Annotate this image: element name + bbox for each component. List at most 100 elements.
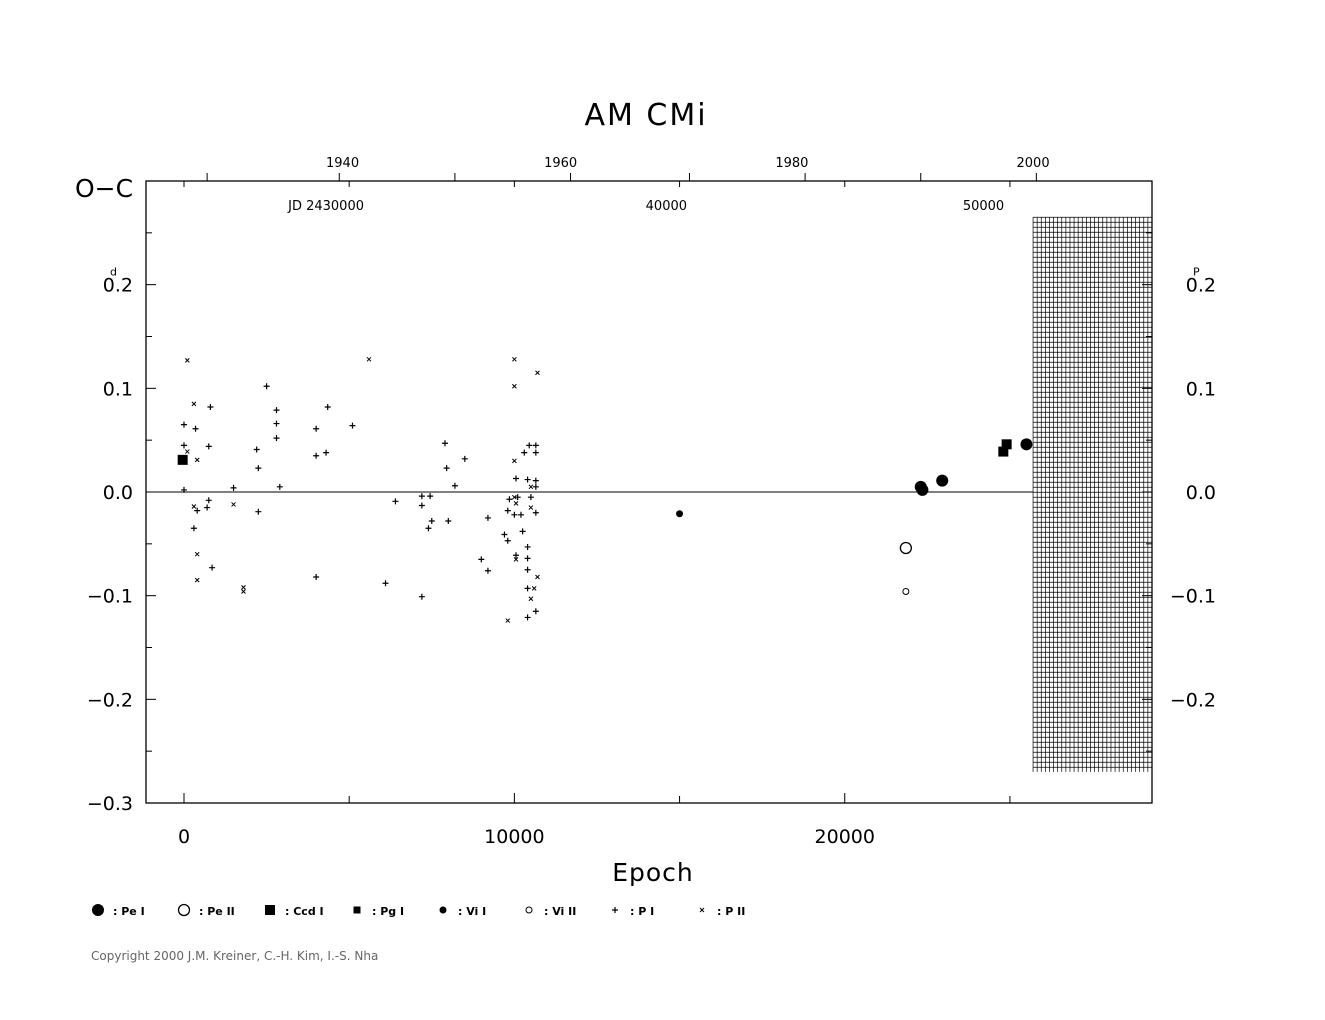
data-point (513, 557, 519, 562)
legend-label: : Pe II (199, 905, 235, 918)
data-point (478, 556, 485, 563)
data-point (192, 425, 199, 432)
data-point (418, 593, 425, 600)
data-point (180, 486, 187, 493)
data-point (916, 483, 929, 496)
jd-label: 50000 (963, 199, 1004, 214)
y-tick-label-right: −0.1 (1170, 586, 1216, 608)
data-point (425, 525, 432, 532)
data-point (532, 483, 539, 490)
legend-label: : Vi I (458, 905, 486, 918)
data-point (514, 494, 521, 501)
legend-label: : Vi II (544, 905, 576, 918)
data-point (936, 474, 949, 487)
data-point (532, 509, 539, 516)
data-point (443, 465, 450, 472)
jd-label: JD 2430000 (287, 199, 364, 214)
data-point (392, 498, 399, 505)
data-point (177, 454, 188, 465)
y-tick-label-left: −0.2 (87, 689, 133, 711)
data-point (512, 356, 517, 362)
data-point (528, 596, 534, 602)
data-point (512, 458, 517, 464)
year-label: 1980 (775, 156, 808, 171)
y-unit-right: P (1193, 266, 1200, 279)
data-points (177, 356, 1033, 623)
data-point (676, 510, 684, 518)
data-point (512, 383, 517, 389)
data-point (255, 465, 262, 472)
data-point (504, 507, 511, 514)
data-point (418, 493, 425, 500)
data-point (532, 477, 539, 484)
data-point (194, 457, 200, 463)
data-point (231, 502, 236, 507)
data-point (241, 589, 246, 594)
year-label: 1960 (544, 156, 577, 171)
data-point (323, 449, 330, 456)
axis-ticks (146, 173, 1152, 804)
y-unit-left: d (110, 266, 117, 279)
data-point (273, 435, 280, 442)
data-point (899, 541, 913, 555)
y-tick-label-left: 0.1 (103, 378, 133, 400)
y-tick-label-right: 0.2 (1186, 275, 1216, 297)
data-point (263, 383, 270, 390)
data-point (191, 401, 197, 407)
x-tick-label: 10000 (484, 826, 544, 848)
y-tick-label-left: 0.0 (103, 482, 133, 504)
data-point (535, 370, 540, 376)
data-point (532, 608, 539, 615)
legend-marker (699, 907, 705, 913)
data-point (207, 403, 214, 410)
data-point (524, 543, 531, 550)
legend-label: : P II (717, 905, 745, 918)
legend-marker (525, 906, 533, 914)
data-point (255, 508, 262, 515)
data-point (204, 504, 211, 511)
data-point (445, 518, 452, 525)
data-point (528, 505, 534, 510)
x-tick-label: 20000 (815, 826, 875, 848)
data-point (194, 577, 200, 583)
data-point (276, 483, 283, 490)
data-point (191, 504, 197, 509)
data-point (313, 425, 320, 432)
data-point (532, 442, 539, 449)
data-point (273, 420, 280, 427)
legend-marker (265, 905, 275, 915)
data-point (524, 614, 531, 621)
data-point (535, 574, 540, 580)
data-point (205, 443, 212, 450)
data-point (366, 356, 372, 362)
hatched-region (1032, 216, 1153, 772)
data-point (451, 482, 458, 489)
data-point (524, 566, 531, 573)
data-point (528, 484, 534, 490)
data-point (902, 588, 910, 596)
legend-marker (612, 907, 618, 913)
data-point (505, 618, 511, 623)
data-point (521, 449, 528, 456)
data-point (524, 555, 531, 562)
data-point (506, 496, 513, 503)
data-point (524, 476, 531, 483)
data-point (180, 421, 187, 428)
data-point (441, 440, 448, 447)
data-point (324, 403, 331, 410)
x-axis-label: Epoch (612, 858, 694, 887)
data-point (273, 407, 280, 414)
y-tick-label-right: 0.1 (1186, 378, 1216, 400)
legend-label: : Ccd I (285, 905, 324, 918)
data-point (461, 455, 468, 462)
data-point (184, 357, 190, 363)
jd-label: 40000 (646, 199, 687, 214)
data-point (504, 537, 511, 544)
data-point (511, 511, 518, 518)
legend-label: : Pg I (372, 905, 404, 918)
data-point (190, 525, 197, 532)
data-point (524, 585, 531, 592)
data-point (513, 552, 520, 559)
data-point (313, 574, 320, 581)
